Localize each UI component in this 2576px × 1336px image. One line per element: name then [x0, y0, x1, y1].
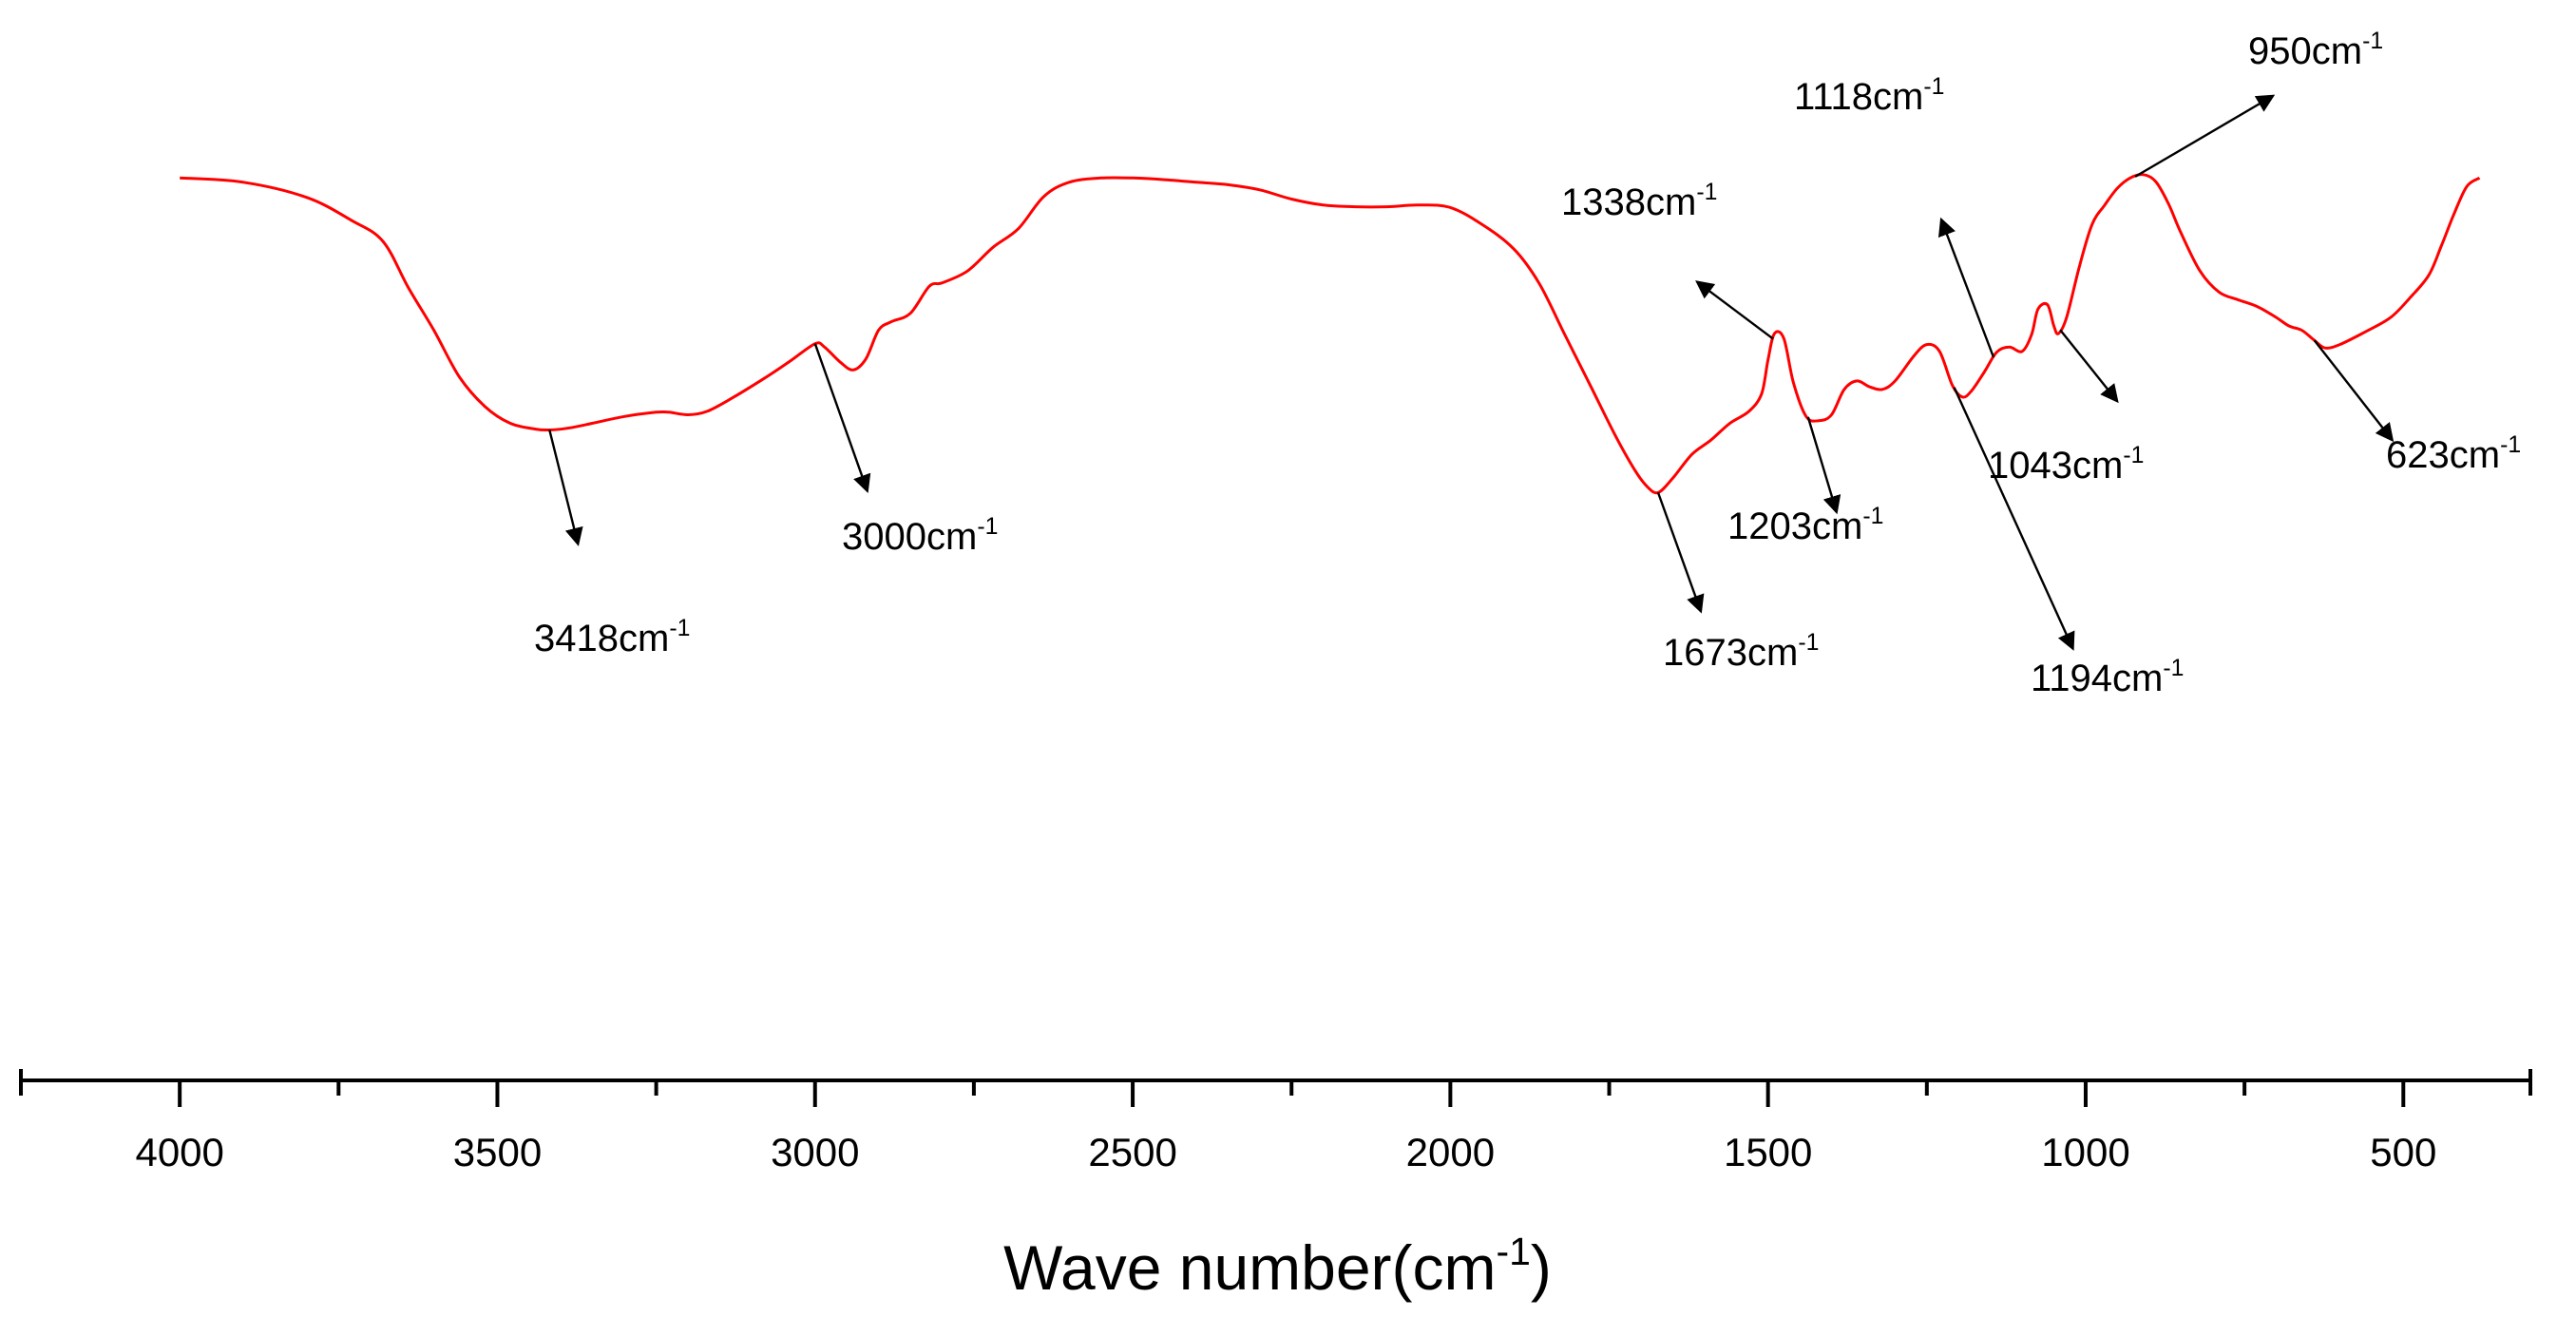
x-axis-title: Wave number(cm-1) [1003, 1230, 1552, 1303]
annotation-sup-1043: -1 [2123, 443, 2144, 468]
x-tick-label-1500: 1500 [1724, 1130, 1812, 1174]
annotation-text-1673: 1673cm [1663, 632, 1798, 674]
x-axis-title-close: ) [1531, 1232, 1552, 1303]
x-tick-label-3000: 3000 [771, 1130, 859, 1174]
annotation-sup-1338: -1 [1696, 180, 1717, 205]
x-tick-label-3500: 3500 [453, 1130, 542, 1174]
x-tick-label-2500: 2500 [1088, 1130, 1176, 1174]
x-axis-title-sup: -1 [1496, 1230, 1530, 1273]
annotation-text-623: 623cm [2386, 434, 2500, 476]
annotation-label-1673: 1673cm-1 [1663, 630, 1819, 674]
annotation-arrow-1043 [2059, 329, 2119, 404]
x-tick-label-1000: 1000 [2041, 1130, 2129, 1174]
annotation-text-3418: 3418cm [534, 618, 669, 659]
annotation-sup-1194: -1 [2163, 656, 2184, 681]
annotation-sup-3000: -1 [977, 514, 998, 540]
annotation-sup-623: -1 [2500, 432, 2521, 458]
annotation-sup-3418: -1 [669, 616, 690, 641]
annotation-arrow-1118 [1937, 217, 1995, 358]
annotation-labels: 3418cm-13000cm-11673cm-11338cm-11203cm-1… [534, 29, 2521, 699]
annotation-sup-1118: -1 [1923, 74, 1944, 100]
annotation-label-623: 623cm-1 [2386, 432, 2521, 476]
annotation-arrow-1194 [1953, 387, 2075, 651]
annotation-arrow-3418 [548, 429, 583, 546]
x-tick-label-500: 500 [2370, 1130, 2436, 1174]
annotation-label-1194: 1194cm-1 [2031, 656, 2184, 699]
annotation-arrow-950 [2134, 94, 2276, 178]
annotation-sup-1203: -1 [1862, 504, 1883, 529]
x-tick-labels: 4000 3500 3000 2500 2000 1500 1000 500 [135, 1130, 2436, 1174]
annotation-text-3000: 3000cm [842, 516, 977, 558]
annotation-text-1043: 1043cm [1988, 445, 2123, 487]
annotation-text-1203: 1203cm [1727, 506, 1862, 547]
annotation-sup-1673: -1 [1798, 630, 1819, 656]
annotation-label-950: 950cm-1 [2248, 29, 2383, 72]
annotation-label-1203: 1203cm-1 [1727, 504, 1883, 547]
annotation-text-950: 950cm [2248, 30, 2362, 72]
annotation-label-1043: 1043cm-1 [1988, 443, 2144, 487]
x-tick-label-4000: 4000 [135, 1130, 223, 1174]
spectrum-line [180, 173, 2481, 495]
annotation-arrow-3000 [813, 343, 871, 493]
spectrum-curve-group [180, 173, 2481, 495]
annotation-sup-950: -1 [2362, 29, 2383, 54]
annotation-arrow-1338 [1695, 280, 1774, 340]
annotation-label-3000: 3000cm-1 [842, 514, 998, 558]
annotation-label-3418: 3418cm-1 [534, 616, 690, 659]
annotation-arrow-1203 [1806, 416, 1841, 515]
annotation-arrow-1673 [1656, 491, 1705, 614]
annotation-text-1118: 1118cm [1794, 76, 1923, 118]
annotation-arrows [548, 94, 2395, 651]
x-tick-label-2000: 2000 [1406, 1130, 1495, 1174]
annotation-label-1338: 1338cm-1 [1561, 180, 1717, 223]
annotation-text-1194: 1194cm [2031, 658, 2163, 699]
annotation-text-1338: 1338cm [1561, 181, 1696, 223]
annotation-label-1118: 1118cm-1 [1794, 74, 1944, 118]
x-axis [19, 1069, 2532, 1107]
annotation-arrow-623 [2313, 339, 2395, 443]
x-axis-title-main: Wave number(cm [1003, 1232, 1496, 1303]
